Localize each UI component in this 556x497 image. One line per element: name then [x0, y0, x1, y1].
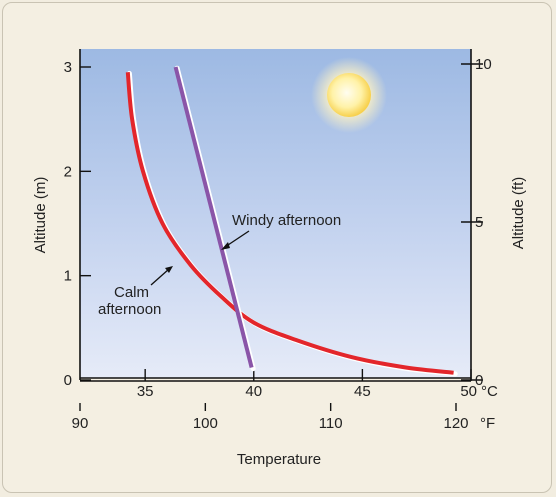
plot-area	[80, 49, 471, 378]
y-left-tick-label: 1	[64, 268, 72, 285]
calm-afternoon-line	[125, 72, 454, 375]
calm-annotation-label-line2: afternoon	[98, 301, 161, 318]
windy-arrowhead	[221, 242, 230, 250]
sun-icon	[327, 73, 371, 117]
right-y-ticks: 0 5 10	[461, 56, 492, 389]
fahrenheit-ticks: 90 100 110 120	[72, 403, 469, 432]
y-left-tick-label: 0	[64, 372, 72, 389]
calm-annotation-label-line1: Calm	[114, 284, 149, 301]
temperature-altitude-chart: 0 1 2 3 0 5 10 35 40 45 50 90 100 110 120 Windy aft…	[32, 49, 527, 468]
calm-annotation-arrow	[150, 268, 170, 286]
fahrenheit-unit-label: °F	[480, 415, 495, 432]
windy-afternoon-line	[173, 66, 254, 368]
celsius-unit-label: °C	[481, 383, 498, 400]
celsius-ticks: 35 40 45 50	[137, 369, 477, 400]
fahrenheit-tick-label: 90	[72, 415, 89, 432]
y-right-tick-label: 5	[475, 214, 483, 231]
celsius-tick-label: 35	[137, 383, 154, 400]
windy-annotation-arrow	[224, 230, 250, 248]
y-left-axis-label: Altitude (m)	[32, 177, 49, 254]
y-left-tick-label: 3	[64, 59, 72, 76]
x-axis-label: Temperature	[237, 451, 321, 468]
celsius-tick-label: 45	[354, 383, 371, 400]
y-right-tick-label: 10	[475, 56, 492, 73]
left-y-ticks: 0 1 2 3	[64, 59, 91, 389]
fahrenheit-tick-label: 120	[443, 415, 468, 432]
series-layer	[125, 65, 458, 377]
figure-frame: 0 1 2 3 0 5 10 35 40 45 50 90 100 110 120 Windy aft…	[2, 2, 552, 493]
fahrenheit-tick-label: 110	[319, 415, 343, 432]
celsius-tick-label: 40	[245, 383, 262, 400]
y-right-tick-label: 0	[475, 372, 483, 389]
fahrenheit-tick-label: 100	[193, 415, 218, 432]
y-left-tick-label: 2	[64, 163, 72, 180]
celsius-tick-label: 50	[460, 383, 477, 400]
y-right-axis-label: Altitude (ft)	[510, 177, 527, 250]
calm-arrowhead	[165, 266, 173, 273]
windy-annotation-label: Windy afternoon	[232, 212, 341, 229]
